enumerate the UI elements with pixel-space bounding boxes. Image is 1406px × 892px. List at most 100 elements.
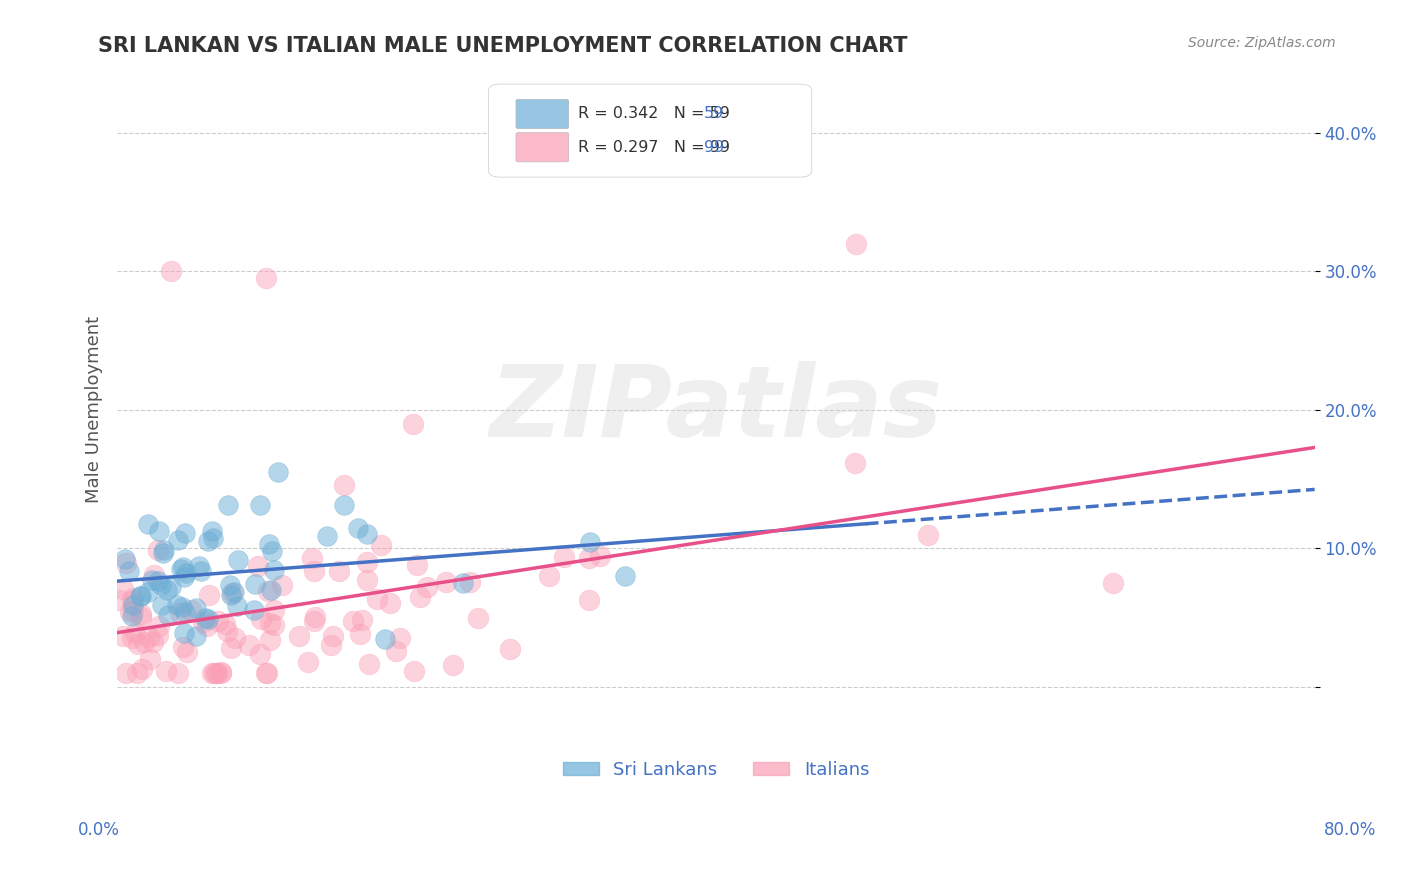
Sri Lankans	[451, 575, 474, 590]
Italians	[257, 584, 280, 599]
Sri Lankans	[184, 600, 207, 615]
Italians	[254, 665, 277, 680]
Sri Lankans	[187, 559, 209, 574]
Italians	[357, 657, 380, 671]
Sri Lankans	[217, 498, 239, 512]
Sri Lankans	[219, 588, 242, 602]
Italians	[578, 551, 600, 566]
Sri Lankans	[156, 608, 179, 623]
Sri Lankans	[245, 576, 267, 591]
Text: R = 0.342   N = 59: R = 0.342 N = 59	[578, 106, 730, 121]
Italians	[191, 615, 214, 630]
Sri Lankans	[172, 560, 194, 574]
Italians	[370, 538, 392, 552]
Italians	[219, 640, 242, 655]
Sri Lankans	[173, 625, 195, 640]
Italians	[333, 477, 356, 491]
Italians	[301, 551, 323, 566]
Italians	[271, 578, 294, 592]
Italians	[107, 593, 129, 607]
Sri Lankans	[243, 602, 266, 616]
Text: 59: 59	[704, 106, 724, 121]
Italians	[197, 589, 219, 603]
Italians	[209, 665, 232, 679]
Italians	[169, 606, 191, 620]
Italians	[845, 236, 868, 251]
Sri Lankans	[121, 609, 143, 624]
Italians	[356, 574, 378, 588]
Italians	[176, 645, 198, 659]
Italians	[402, 417, 425, 431]
Sri Lankans	[170, 561, 193, 575]
Sri Lankans	[152, 546, 174, 560]
Italians	[148, 628, 170, 642]
Sri Lankans	[136, 585, 159, 599]
Italians	[499, 642, 522, 657]
Legend: Sri Lankans, Italians: Sri Lankans, Italians	[555, 754, 876, 786]
Italians	[207, 614, 229, 628]
Sri Lankans	[141, 574, 163, 588]
Italians	[211, 665, 233, 680]
Italians	[256, 665, 278, 680]
Italians	[328, 564, 350, 578]
Italians	[142, 635, 165, 649]
Y-axis label: Male Unemployment: Male Unemployment	[86, 316, 103, 503]
Italians	[250, 613, 273, 627]
Italians	[132, 634, 155, 648]
Italians	[356, 555, 378, 569]
Text: R = 0.297   N = 99: R = 0.297 N = 99	[578, 140, 730, 154]
Sri Lankans	[219, 578, 242, 592]
Sri Lankans	[333, 498, 356, 512]
Italians	[115, 556, 138, 570]
Italians	[385, 644, 408, 658]
Italians	[125, 665, 148, 680]
Italians	[146, 542, 169, 557]
Sri Lankans	[613, 569, 636, 583]
Sri Lankans	[174, 526, 197, 541]
Sri Lankans	[190, 564, 212, 578]
Sri Lankans	[166, 598, 188, 612]
Text: 80.0%: 80.0%	[1323, 821, 1376, 838]
Italians	[159, 264, 181, 278]
Italians	[259, 616, 281, 631]
Italians	[538, 569, 561, 583]
Italians	[1102, 575, 1125, 590]
Italians	[172, 640, 194, 655]
Sri Lankans	[226, 553, 249, 567]
Italians	[221, 586, 243, 600]
Italians	[553, 549, 575, 564]
Text: SRI LANKAN VS ITALIAN MALE UNEMPLOYMENT CORRELATION CHART: SRI LANKAN VS ITALIAN MALE UNEMPLOYMENT …	[98, 36, 908, 55]
Italians	[342, 614, 364, 628]
Italians	[409, 590, 432, 604]
Italians	[238, 638, 260, 652]
Italians	[322, 630, 344, 644]
Sri Lankans	[148, 524, 170, 538]
Italians	[124, 626, 146, 640]
Italians	[143, 568, 166, 582]
Sri Lankans	[129, 589, 152, 603]
Sri Lankans	[266, 465, 288, 479]
Text: 0.0%: 0.0%	[77, 821, 120, 838]
Italians	[402, 664, 425, 678]
Italians	[122, 591, 145, 606]
Sri Lankans	[167, 533, 190, 548]
FancyBboxPatch shape	[488, 84, 811, 178]
Italians	[458, 575, 481, 590]
Italians	[321, 638, 343, 652]
Sri Lankans	[160, 580, 183, 594]
Italians	[155, 664, 177, 678]
Sri Lankans	[146, 574, 169, 589]
Sri Lankans	[131, 589, 153, 603]
Italians	[127, 637, 149, 651]
Italians	[201, 665, 224, 680]
Sri Lankans	[118, 564, 141, 578]
Sri Lankans	[156, 582, 179, 597]
Sri Lankans	[114, 552, 136, 566]
Italians	[246, 558, 269, 573]
Italians	[115, 665, 138, 680]
Text: Source: ZipAtlas.com: Source: ZipAtlas.com	[1188, 36, 1336, 50]
Italians	[139, 652, 162, 666]
Sri Lankans	[315, 528, 337, 542]
Italians	[366, 591, 388, 606]
Italians	[406, 558, 429, 573]
